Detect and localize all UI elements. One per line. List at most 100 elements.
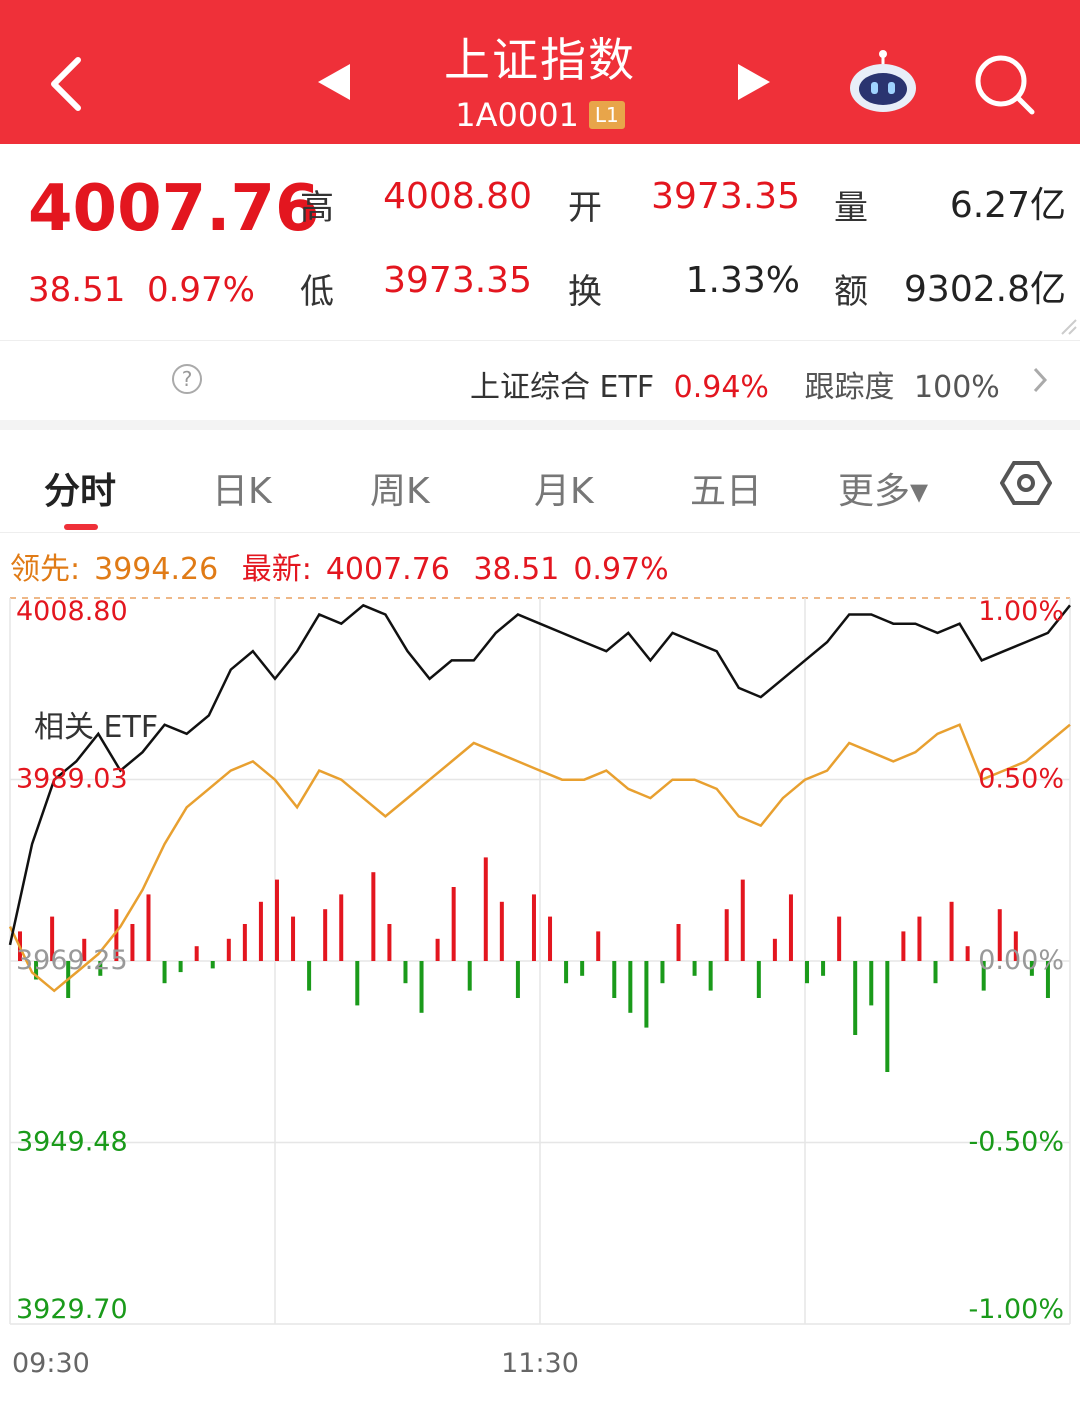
volume-bar (98, 961, 103, 976)
low-value: 3973.35 (383, 260, 532, 301)
volume-bar (419, 961, 424, 1013)
related-etf-label: 相关 ETF (34, 710, 159, 745)
y-left-tick: 3989.03 (16, 764, 128, 795)
volume-bar (210, 961, 215, 969)
back-arrow-icon[interactable] (38, 44, 118, 124)
volume-bars (18, 857, 1050, 1072)
corner-handle-icon (1061, 319, 1077, 335)
volume-bar (949, 901, 954, 961)
y-left-tick: 3929.70 (16, 1294, 128, 1325)
y-right-tick: -1.00% (968, 1294, 1064, 1325)
x-tick: 09:30 (12, 1348, 90, 1379)
tab-more[interactable]: 更多▾ (838, 471, 929, 512)
volume-bar (965, 946, 970, 961)
lead-label: 领先: (10, 552, 81, 587)
volume-bar (34, 961, 39, 980)
volume-bar (50, 916, 55, 961)
volume-bar (853, 961, 858, 1035)
quote-panel (0, 144, 1080, 341)
y-right-tick: 1.00% (978, 596, 1064, 627)
amount-label: 额 (834, 272, 868, 312)
leader-info-bar: 领先: 3994.26 最新: 4007.76 38.51 0.97% (10, 544, 683, 588)
volume-bar (997, 909, 1002, 961)
volume-bar (1029, 961, 1034, 976)
change-percent: 0.97% (146, 270, 255, 310)
tracking-label: 跟踪度 (804, 370, 895, 405)
volume-bar (226, 938, 231, 961)
high-value: 4008.80 (383, 176, 532, 217)
level-badge: L1 (588, 101, 625, 129)
y-left-tick: 3949.48 (16, 1127, 128, 1158)
lead-value: 3994.26 (94, 552, 219, 587)
etf-info[interactable]: 上证综合 ETF 0.94% 跟踪度 100% (470, 362, 1000, 406)
latest-change-pct: 0.97% (573, 552, 669, 587)
volume-bar (1013, 931, 1018, 961)
prev-stock-icon[interactable] (318, 64, 350, 100)
volume-bar (307, 961, 312, 991)
volume-bar (628, 961, 633, 1013)
volume-bar (676, 924, 681, 961)
volume-bar (194, 946, 199, 961)
tab-daily-k[interactable]: 日K (212, 471, 272, 512)
volume-bar (981, 961, 986, 991)
volume-value: 6.27亿 (949, 185, 1066, 226)
volume-bar (435, 938, 440, 961)
help-icon[interactable]: ? (172, 364, 202, 394)
volume-bar (933, 961, 938, 984)
tab-active-indicator (64, 524, 98, 530)
latest-value: 4007.76 (325, 552, 450, 587)
volume-bar (564, 961, 569, 984)
volume-bar (1045, 961, 1050, 998)
next-stock-icon[interactable] (738, 64, 770, 100)
volume-bar (837, 916, 842, 961)
y-left-tick: 3969.25 (16, 945, 128, 976)
tab-five-day[interactable]: 五日 (690, 471, 763, 512)
volume-bar (403, 961, 408, 984)
volume-bar (531, 894, 536, 961)
volume-label: 量 (834, 188, 868, 228)
volume-bar (178, 961, 183, 973)
intraday-chart[interactable]: 4008.80 3989.03 3969.25 3949.48 3929.70 1.00%… (0, 580, 1080, 1408)
tracking-value: 100% (914, 370, 1000, 405)
volume-bar (130, 924, 135, 961)
search-icon[interactable] (970, 50, 1040, 120)
low-label: 低 (300, 272, 334, 312)
turnover-label: 换 (568, 272, 602, 312)
volume-bar (242, 924, 247, 961)
volume-bar (708, 961, 713, 991)
tab-weekly-k[interactable]: 周K (370, 471, 430, 512)
turnover-value: 1.33% (685, 260, 800, 301)
volume-bar (772, 938, 777, 961)
y-right-tick: 0.50% (978, 764, 1064, 795)
amount-value: 9302.8亿 (904, 269, 1066, 310)
stock-code: 1A0001 L1 (0, 96, 1080, 134)
volume-bar (917, 916, 922, 961)
volume-bar (451, 887, 456, 961)
volume-bar (788, 894, 793, 961)
volume-bar (355, 961, 360, 1006)
volume-bar (146, 894, 151, 961)
tab-intraday[interactable]: 分时 (44, 471, 117, 512)
chevron-right-icon[interactable] (1032, 366, 1048, 394)
leader-line (8, 723, 1071, 993)
high-label: 高 (300, 188, 334, 228)
settings-hexagon-icon[interactable] (1000, 460, 1052, 506)
volume-bar (692, 961, 697, 976)
volume-bar (483, 857, 488, 961)
y-left-tick: 4008.80 (16, 596, 128, 627)
volume-bar (114, 909, 119, 961)
open-value: 3973.35 (651, 176, 800, 217)
volume-bar (258, 901, 263, 961)
volume-bar (515, 961, 520, 998)
y-right-tick: -0.50% (968, 1127, 1064, 1158)
robot-assistant-icon[interactable] (846, 48, 920, 114)
axis-labels: 4008.80 3989.03 3969.25 3949.48 3929.70 1.00%… (12, 596, 1064, 1379)
tab-monthly-k[interactable]: 月K (534, 471, 594, 512)
price-change: 38.51 0.97% (28, 270, 255, 310)
page-title: 上证指数 (444, 33, 636, 87)
open-label: 开 (568, 188, 602, 228)
volume-bar (821, 961, 826, 976)
change-value: 38.51 (28, 270, 126, 310)
volume-bar (548, 916, 553, 961)
volume-bar (740, 879, 745, 961)
